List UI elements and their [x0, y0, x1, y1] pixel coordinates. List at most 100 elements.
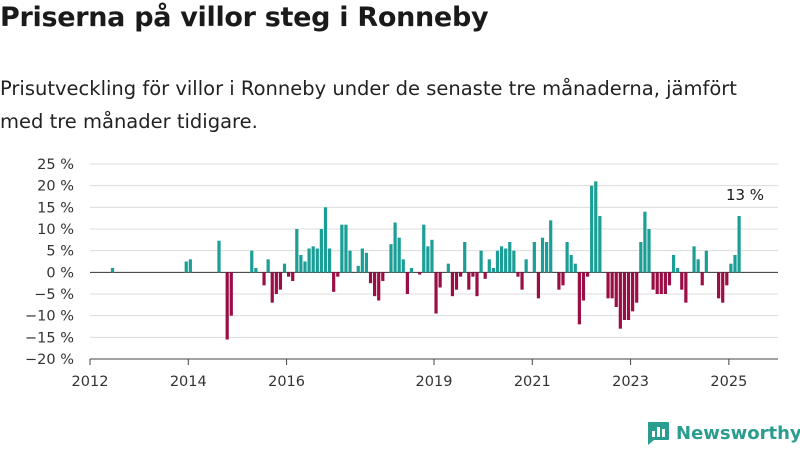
bar	[717, 272, 721, 299]
bar	[614, 272, 618, 307]
bar	[467, 272, 471, 290]
bar	[520, 272, 524, 290]
bar	[659, 272, 663, 294]
y-tick-label: −20 %	[25, 352, 74, 368]
bar	[667, 272, 672, 286]
bar	[479, 250, 483, 273]
bar	[356, 265, 360, 273]
y-tick-label: 5 %	[46, 244, 74, 260]
bar	[577, 272, 581, 325]
y-tick-label: 0 %	[46, 265, 74, 281]
bar	[270, 272, 274, 303]
bar	[426, 246, 430, 273]
bar	[721, 272, 725, 303]
x-tick-label: 2014	[170, 374, 207, 390]
bar	[729, 263, 733, 273]
bar	[483, 272, 487, 279]
bar	[454, 272, 459, 290]
bar	[217, 240, 221, 273]
bar	[450, 272, 455, 297]
bar	[581, 272, 586, 301]
bar	[254, 268, 258, 273]
bar	[598, 216, 602, 273]
bar	[532, 242, 536, 273]
bar	[409, 268, 414, 273]
bar	[262, 272, 266, 286]
bar	[319, 229, 323, 273]
bar	[655, 272, 659, 294]
bar	[487, 259, 491, 273]
bars	[110, 181, 741, 340]
bar	[475, 272, 479, 297]
y-tick-label: 10 %	[37, 222, 74, 238]
bar	[594, 181, 598, 273]
bar	[622, 272, 627, 320]
chart-title: Priserna på villor steg i Ronneby	[0, 2, 489, 33]
bar	[295, 229, 299, 273]
bar	[340, 224, 344, 273]
y-tick-label: 25 %	[37, 157, 74, 173]
x-tick-label: 2012	[72, 374, 109, 390]
brand-logo: Newsworthy	[645, 418, 800, 448]
bar	[495, 250, 500, 273]
bar	[585, 272, 590, 277]
y-tick-label: −10 %	[25, 309, 74, 325]
y-tick-label: 20 %	[37, 179, 74, 195]
bar	[737, 216, 741, 273]
bar	[405, 272, 409, 294]
bar	[704, 250, 708, 273]
bar	[565, 242, 569, 273]
bar	[291, 272, 295, 281]
bar	[397, 237, 401, 273]
bar	[610, 272, 614, 299]
bar	[188, 259, 192, 273]
bar	[512, 250, 516, 273]
bar	[540, 237, 545, 273]
x-tick-label: 2025	[710, 374, 747, 390]
bar	[643, 211, 647, 273]
bar	[323, 207, 328, 273]
bar	[250, 250, 254, 273]
chart-subtitle: Prisutveckling för villor i Ronneby unde…	[0, 77, 737, 133]
bar	[438, 272, 442, 288]
bar	[266, 259, 270, 273]
bar	[110, 268, 115, 273]
bar	[459, 272, 463, 277]
bar	[692, 246, 696, 273]
bar	[368, 272, 373, 284]
bar	[373, 272, 377, 297]
bar	[381, 272, 385, 281]
bar	[307, 248, 311, 273]
grid-lines	[90, 163, 778, 360]
bar	[508, 242, 512, 273]
bar	[725, 272, 729, 286]
bar	[626, 272, 631, 320]
bar	[684, 272, 688, 303]
bar	[639, 242, 643, 273]
bar	[336, 272, 340, 277]
bar	[618, 272, 622, 329]
bar	[696, 259, 700, 273]
bar	[287, 272, 291, 277]
bar	[524, 259, 528, 273]
y-tick-label: −15 %	[25, 330, 74, 346]
bar	[463, 242, 467, 273]
bar	[631, 272, 635, 312]
brand-name: Newsworthy	[676, 422, 800, 444]
bar	[676, 268, 680, 273]
bar	[418, 272, 422, 275]
bar	[671, 255, 676, 273]
bar	[229, 272, 233, 316]
bar	[663, 272, 667, 294]
bar	[606, 272, 610, 299]
bar	[315, 248, 319, 273]
bar	[499, 246, 504, 273]
bar	[422, 224, 426, 273]
bar	[430, 239, 434, 273]
bar	[557, 272, 561, 290]
x-tick-label: 2019	[416, 374, 453, 390]
bar	[393, 222, 397, 273]
bar	[377, 272, 381, 301]
bar	[274, 272, 278, 294]
bar	[282, 263, 287, 273]
